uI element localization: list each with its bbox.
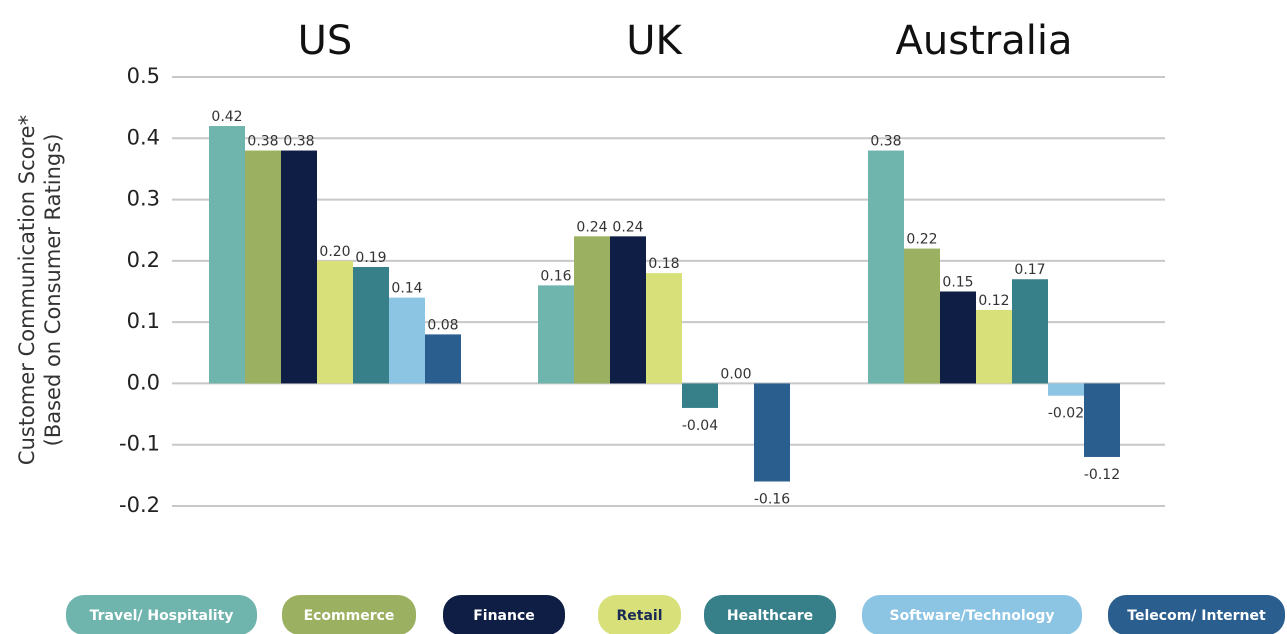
data-label: 0.16 (540, 268, 571, 284)
bar (868, 150, 904, 384)
legend-swatch (282, 595, 416, 634)
bar (754, 383, 790, 482)
data-label: 0.38 (870, 134, 901, 150)
bar (353, 266, 389, 384)
category-label: UK (626, 18, 683, 64)
data-label: 0.14 (391, 281, 422, 297)
y-tick-label: 0.0 (127, 370, 160, 394)
bar (281, 150, 317, 384)
legend-label: Healthcare (727, 608, 813, 624)
data-label: 0.18 (648, 256, 679, 272)
bar (245, 150, 281, 384)
y-tick-label: 0.1 (127, 309, 160, 333)
legend-swatch (862, 595, 1082, 634)
data-label: -0.12 (1084, 467, 1120, 483)
legend-label: Retail (616, 608, 662, 624)
y-tick-label: -0.1 (119, 432, 160, 456)
bar (646, 273, 682, 384)
data-label: 0.22 (906, 232, 937, 248)
data-label: -0.16 (754, 491, 790, 507)
data-label: 0.17 (1014, 262, 1045, 278)
bar (1012, 279, 1048, 384)
bar (1048, 383, 1084, 396)
legend-swatch (704, 595, 836, 634)
y-tick-label: 0.2 (127, 248, 160, 272)
y-axis-label: (Based on Consumer Ratings) (41, 134, 65, 447)
data-label: -0.02 (1048, 406, 1084, 422)
data-label: 0.08 (427, 317, 458, 333)
legend-label: Telecom/ Internet (1127, 608, 1266, 624)
data-label: 0.38 (283, 134, 314, 150)
bar (209, 126, 245, 384)
legend-label: Ecommerce (304, 608, 395, 624)
bar (904, 248, 940, 384)
bar (610, 236, 646, 384)
data-label: -0.04 (682, 418, 718, 434)
data-label: 0.24 (612, 219, 643, 235)
legend-label: Travel/ Hospitality (90, 608, 234, 624)
bar (317, 260, 353, 384)
bar (389, 297, 425, 384)
legend-label: Software/Technology (890, 608, 1055, 624)
data-label: 0.00 (720, 366, 751, 382)
category-label: US (298, 18, 353, 64)
bar (976, 309, 1012, 384)
y-tick-label: -0.2 (119, 493, 160, 517)
data-label: 0.24 (576, 219, 607, 235)
legend-swatch (1108, 595, 1285, 634)
category-label: Australia (896, 18, 1073, 64)
data-label: 0.12 (978, 293, 1009, 309)
legend-swatch (66, 595, 257, 634)
bar (682, 383, 718, 408)
bar (538, 285, 574, 384)
data-label: 0.42 (211, 109, 242, 125)
data-label: 0.38 (247, 134, 278, 150)
legend-swatch (598, 595, 681, 634)
data-label: 0.15 (942, 275, 973, 291)
bar (574, 236, 610, 384)
legend-swatch (443, 595, 565, 634)
y-tick-label: 0.5 (127, 64, 160, 88)
y-axis-label: Customer Communication Score* (15, 115, 39, 465)
bar (940, 291, 976, 384)
data-label: 0.20 (319, 244, 350, 260)
bar (1084, 383, 1120, 457)
bar (425, 334, 461, 384)
legend-label: Finance (473, 608, 535, 624)
y-tick-label: 0.3 (127, 187, 160, 211)
y-tick-label: 0.4 (127, 125, 160, 149)
data-label: 0.19 (355, 250, 386, 266)
